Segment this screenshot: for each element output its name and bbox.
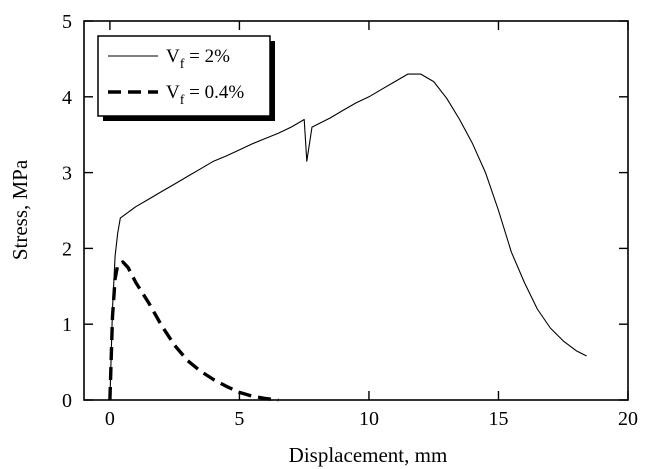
y-tick-label: 1 [62,314,72,336]
legend-label-2: Vf = 0.4% [166,82,244,108]
series-line-1 [109,73,587,401]
legend-label-1: Vf = 2% [166,46,230,72]
ticks-layer: 0 5 10 15 20 0 1 2 3 4 5 [62,11,638,430]
x-axis-title: Displacement, mm [289,443,448,467]
plot-frame [83,20,629,401]
y-axis-title: Stress, MPa [8,159,32,260]
x-tick-label: 10 [359,408,379,430]
legend: Vf = 2% Vf = 0.4% [97,35,275,121]
y-tick-label: 0 [62,390,72,412]
x-tick-label: 15 [488,408,508,430]
x-tick-label: 5 [234,408,244,430]
legend-box [97,35,271,117]
series-line-2 [108,260,279,402]
series-layer [108,73,587,402]
y-tick-label: 3 [62,163,72,185]
x-tick-label: 20 [618,408,638,430]
y-tick-label: 2 [62,238,72,260]
x-tick-label: 0 [105,408,115,430]
y-tick-label: 4 [62,87,72,109]
y-tick-label: 5 [62,11,72,33]
plot-border [83,20,629,401]
